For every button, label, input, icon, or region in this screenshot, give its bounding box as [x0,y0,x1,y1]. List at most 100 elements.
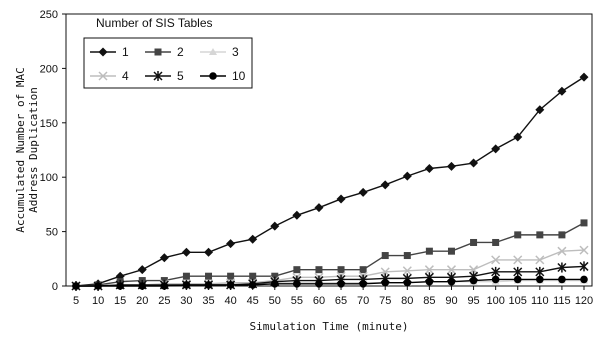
legend-label: 5 [177,69,184,83]
series-4-point [424,265,434,275]
series-4-point [557,246,567,256]
plot-area-border [65,13,593,287]
series-10-point [204,281,213,289]
legend-swatch-marker [98,47,108,57]
x-tick-label: 60 [313,295,325,307]
series-10-point [359,280,367,288]
series-4-point [491,255,501,265]
legend-item-5: 5 [145,69,184,83]
series-1-point [292,210,302,220]
series-2-point [205,272,213,280]
series-2-point [359,266,367,274]
series-5-point [557,262,567,273]
x-axis: 5 10 15 20 25 30 35 40 45 50 55 60 65 70 75 80 85 90 95 100… [73,286,593,307]
series-10 [72,275,588,290]
y-tick-label: 200 [40,63,58,75]
x-tick-label: 75 [379,295,391,307]
y-axis-title-line-2: Address Duplication [27,87,40,213]
series-1-point [402,171,412,181]
series-10-point [94,282,102,290]
series-5-point [513,266,523,277]
x-tick-label: 85 [423,295,435,307]
series-10-point [447,277,456,286]
legend-swatch-marker [153,71,163,81]
series-2-point [403,252,411,260]
series-10-point [536,275,544,284]
series-10-point [491,275,500,284]
y-tick-label: 250 [40,9,58,21]
series-1-point [181,247,191,257]
series-4-point [380,267,390,277]
legend-label: 4 [122,69,129,83]
series-1-point [513,132,523,142]
y-tick-label: 150 [40,118,58,130]
series-2-point [536,231,544,239]
x-tick-label: 40 [224,295,236,307]
series-10-point [315,280,323,288]
legend-item-1: 1 [90,45,129,59]
series-10-point [403,278,412,287]
series-10-point [513,275,522,284]
series-1-point [491,144,501,154]
series-4-point [535,255,545,265]
series-4-point [579,245,589,255]
series-10-point [182,281,191,289]
series-2-point [558,231,566,239]
series-2-point [580,219,588,227]
series-2-point [381,252,389,260]
series-1-point [270,221,280,231]
legend-item-4: 4 [90,69,129,83]
series-1-point [248,234,258,244]
x-tick-label: 20 [136,295,148,307]
series-1-point [314,203,324,213]
series-10-point [72,282,80,290]
series-2 [72,219,588,290]
series-1-point [579,72,589,82]
x-tick-label: 5 [73,295,79,307]
series-10-point [270,280,279,288]
series-layer [71,72,589,291]
series-1 [71,72,589,291]
legend-box [83,37,253,89]
x-tick-label: 90 [445,295,457,307]
series-10-point [160,282,169,290]
x-tick-label: 25 [158,295,170,307]
series-2-point [514,231,522,239]
x-axis-title: Simulation Time (minute) [250,320,409,333]
series-5-line [76,265,585,287]
series-1-point [469,158,479,168]
series-10-point [116,282,124,290]
x-tick-label: 100 [486,295,504,307]
series-1-point [535,105,545,115]
plot-frame [65,13,593,287]
x-tick-label: 95 [467,295,479,307]
series-10-point [293,280,301,288]
legend-title: Number of SIS Tables [96,16,213,30]
series-2-point [425,247,433,255]
series-3 [72,276,588,289]
series-5-point [579,261,589,272]
legend-swatch-marker [98,71,108,81]
x-tick-label: 35 [202,295,214,307]
x-tick-label: 50 [269,295,281,307]
series-2-point [315,266,323,274]
series-1-point [336,194,346,204]
x-tick-label: 15 [114,295,126,307]
x-tick-label: 30 [180,295,192,307]
x-tick-label: 110 [531,295,549,307]
series-2-point [227,272,235,280]
series-1-point [358,187,368,197]
series-2-point [182,272,190,280]
series-10-point [381,278,390,287]
series-1-point [424,163,434,173]
y-tick-label: 50 [46,227,58,239]
legend-label: 3 [232,45,239,59]
series-10-point [558,275,566,284]
x-tick-label: 70 [357,295,369,307]
series-5-point [491,266,501,277]
series-10-point [469,276,478,285]
legend-item-2: 2 [145,45,184,59]
series-1-point [446,161,456,171]
